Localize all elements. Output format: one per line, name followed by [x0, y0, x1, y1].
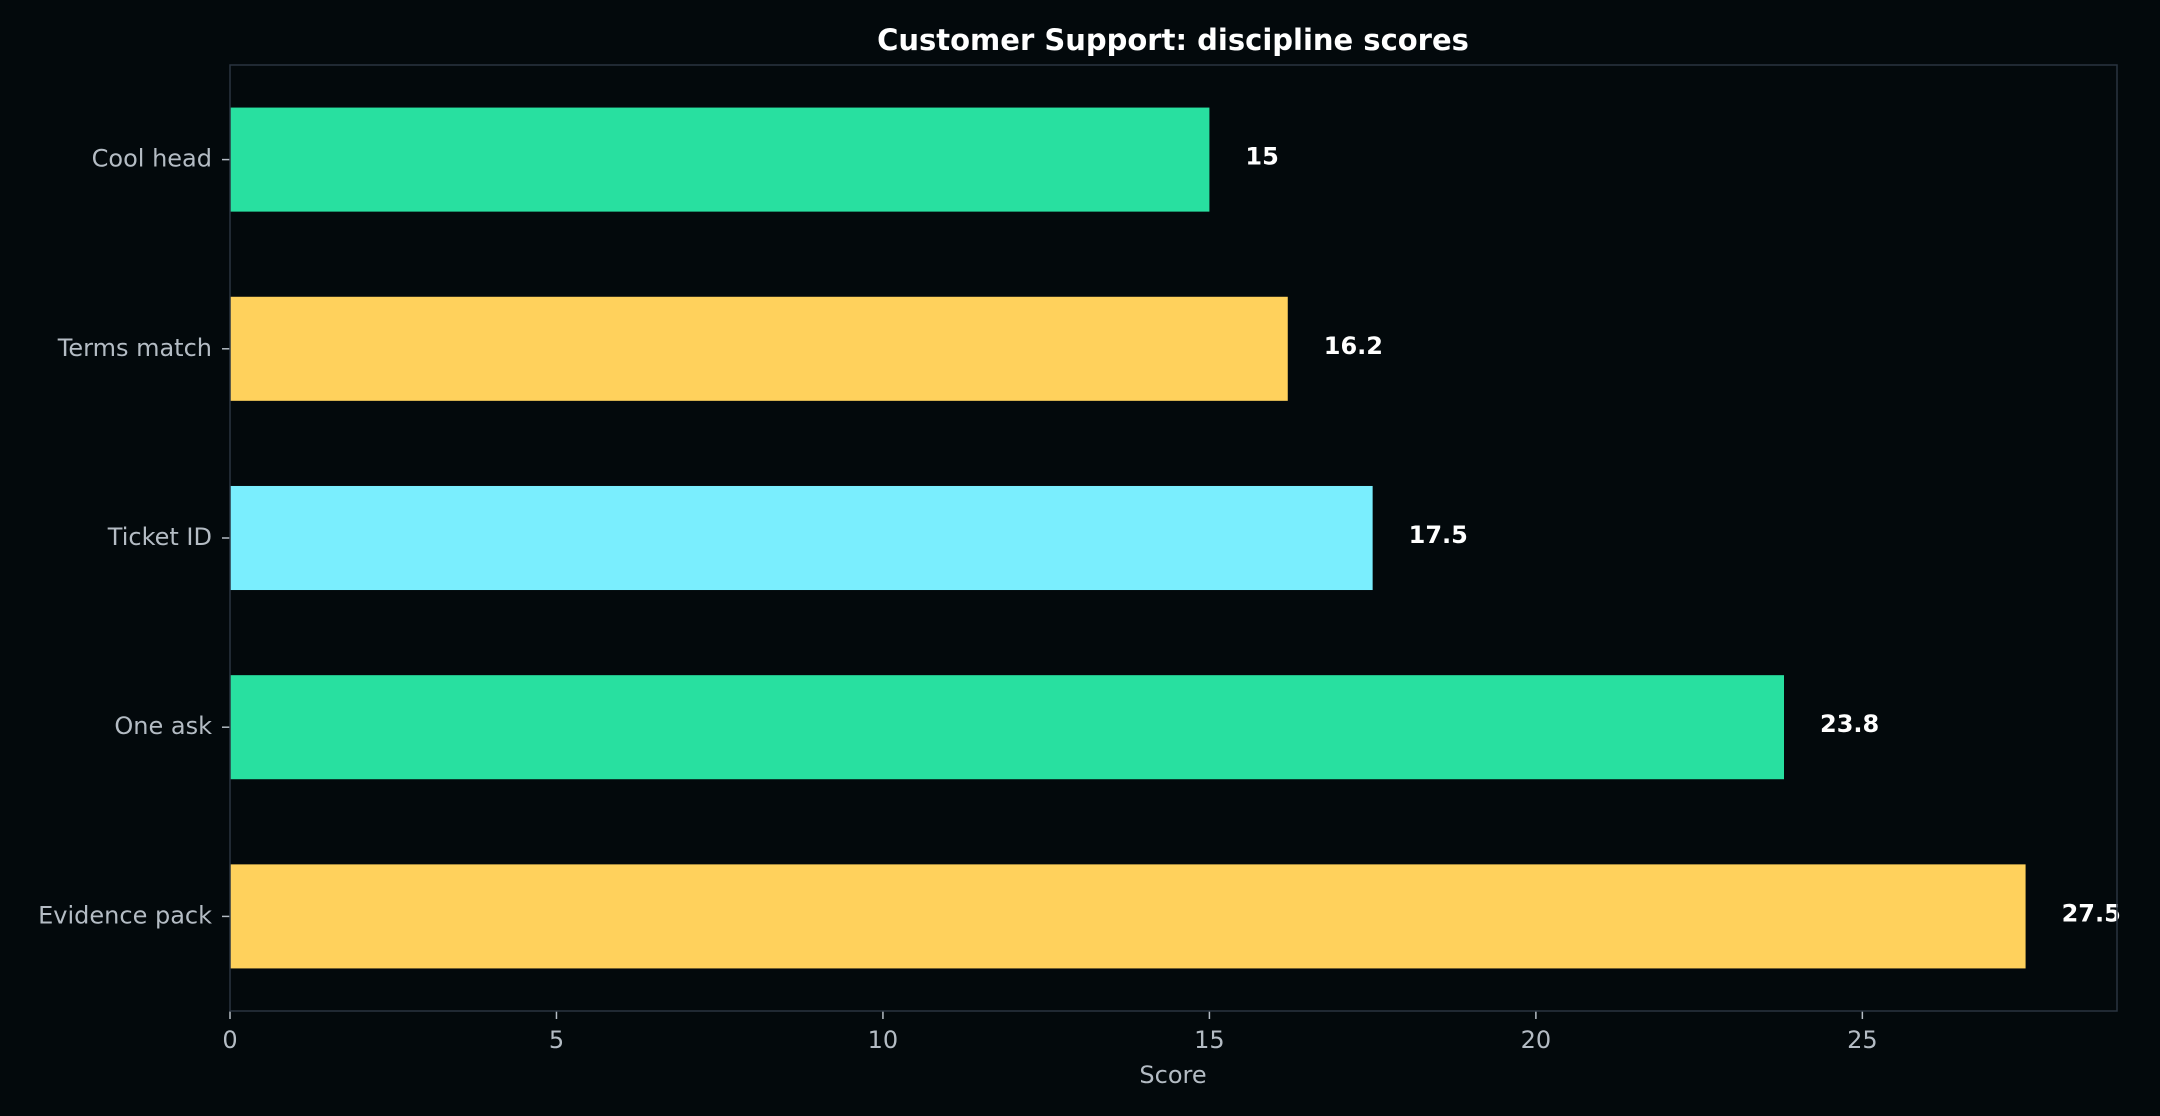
value-label-terms-match: 16.2	[1324, 332, 1383, 360]
x-tick-label: 10	[868, 1026, 899, 1054]
y-axis: Cool head Terms match Ticket ID One ask Evid…	[38, 145, 230, 929]
bars-layer: 15 16.2 17.5 23.8 27.5	[230, 107, 2121, 969]
x-tick-label: 0	[222, 1026, 237, 1054]
value-label-ticket-id: 17.5	[1409, 521, 1468, 549]
value-label-one-ask: 23.8	[1820, 710, 1879, 738]
x-axis-label: Score	[1139, 1061, 1206, 1089]
chart-title: Customer Support: discipline scores	[877, 23, 1469, 57]
value-label-cool-head: 15	[1245, 143, 1278, 171]
x-tick-label: 5	[549, 1026, 564, 1054]
y-tick-label-evidence-pack: Evidence pack	[38, 901, 212, 929]
y-tick-label-one-ask: One ask	[114, 712, 212, 740]
bar-ticket-id	[230, 485, 1373, 591]
bar-one-ask	[230, 675, 1784, 780]
bar-cool-head	[230, 107, 1210, 212]
bar-evidence-pack	[230, 864, 2026, 969]
y-tick-label-cool-head: Cool head	[92, 145, 212, 173]
bar-terms-match	[230, 296, 1288, 401]
value-label-evidence-pack: 27.5	[2062, 899, 2121, 927]
y-tick-label-terms-match: Terms match	[57, 334, 212, 362]
x-tick-label: 20	[1521, 1026, 1552, 1054]
y-tick-label-ticket-id: Ticket ID	[107, 523, 212, 551]
x-tick-label: 25	[1847, 1026, 1878, 1054]
x-tick-label: 15	[1194, 1026, 1225, 1054]
plot-frame	[229, 64, 2118, 1012]
x-axis: 0 5 10 15 20 25	[222, 1011, 1878, 1054]
